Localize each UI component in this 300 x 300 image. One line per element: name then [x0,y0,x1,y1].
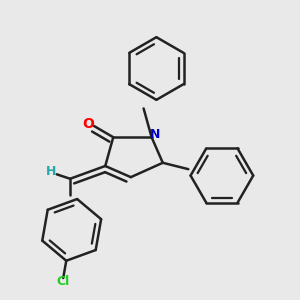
Text: H: H [46,165,56,178]
Text: N: N [150,128,161,141]
Text: O: O [82,117,94,131]
Text: Cl: Cl [57,275,70,288]
